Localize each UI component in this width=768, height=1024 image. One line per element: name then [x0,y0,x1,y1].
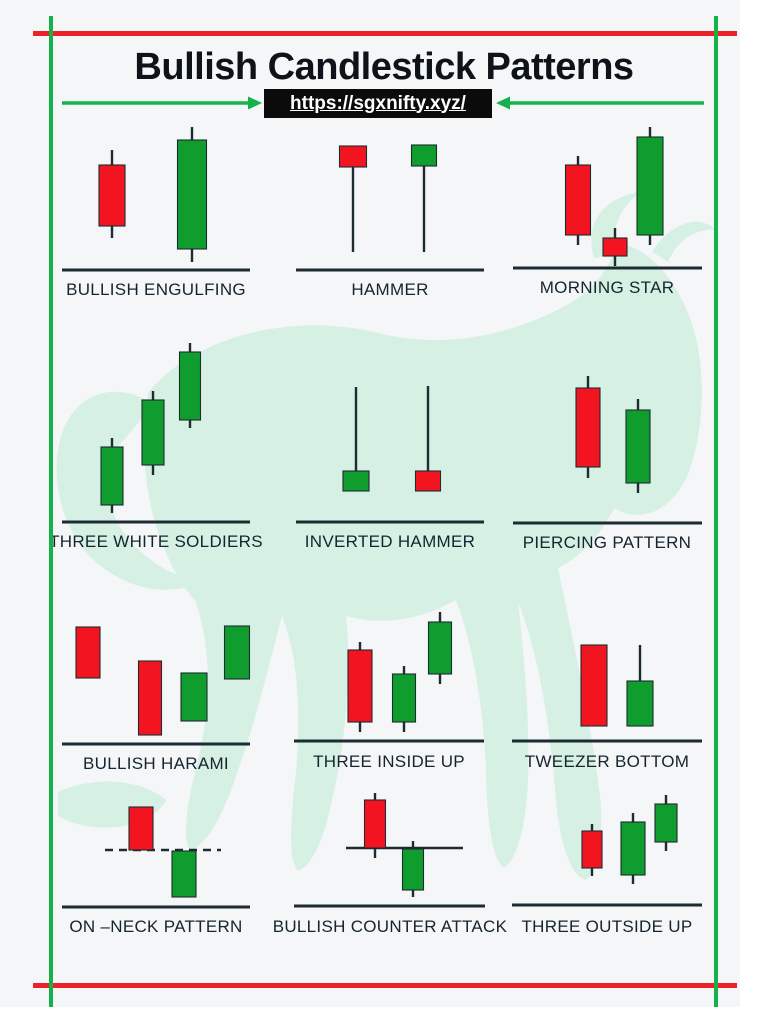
url-banner: https://sgxnifty.xyz/ [0,87,768,121]
pattern-piercing-pattern-figure [513,376,702,525]
pattern-label-tweezer-bottom: TWEEZER BOTTOM [524,752,690,771]
pattern-label-three-inside-up: THREE INSIDE UP [313,752,465,771]
bottom-page-margin [0,1007,768,1024]
pattern-on-neck-pattern-figure [62,806,250,909]
pattern-tweezer-bottom-figure [512,644,702,743]
pattern-three-white-soldiers-figure [62,343,250,524]
pattern-label-piercing-pattern: PIERCING PATTERN [522,533,692,552]
left-arrow-icon [62,96,262,110]
border-left-green-line [49,16,53,1008]
border-bottom-red-line [33,983,737,988]
pattern-inverted-hammer-figure [296,386,484,524]
pattern-label-bullish-harami: BULLISH HARAMI [83,754,229,773]
pattern-morning-star-figure [513,127,702,270]
url-box: https://sgxnifty.xyz/ [264,89,492,118]
pattern-label-three-outside-up: THREE OUTSIDE UP [521,917,693,936]
pattern-label-hammer: HAMMER [351,280,429,299]
pattern-three-inside-up-figure [294,612,484,743]
right-page-margin [740,0,768,1024]
pattern-label-three-white-soldiers: THREE WHITE SOLDIERS [49,532,263,551]
website-link[interactable]: https://sgxnifty.xyz/ [290,92,466,114]
border-right-green-line [714,16,718,1008]
page-title: Bullish Candlestick Patterns [134,46,634,88]
pattern-label-morning-star: MORNING STAR [539,278,675,297]
right-arrow-icon [496,96,704,110]
pattern-label-bullish-counter-attack: BULLISH COUNTER ATTACK [272,917,508,936]
pattern-bullish-engulfing-figure [62,127,250,272]
pattern-hammer-figure [296,144,484,272]
pattern-three-outside-up-figure [512,795,702,907]
pattern-label-inverted-hammer: INVERTED HAMMER [304,532,476,551]
pattern-label-bullish-engulfing: BULLISH ENGULFING [66,280,246,299]
pattern-bullish-counter-attack-figure [294,793,485,908]
pattern-bullish-harami-figure [62,625,251,746]
border-top-red-line [33,31,737,36]
pattern-label-on-neck-pattern: ON –NECK PATTERN [69,917,243,936]
